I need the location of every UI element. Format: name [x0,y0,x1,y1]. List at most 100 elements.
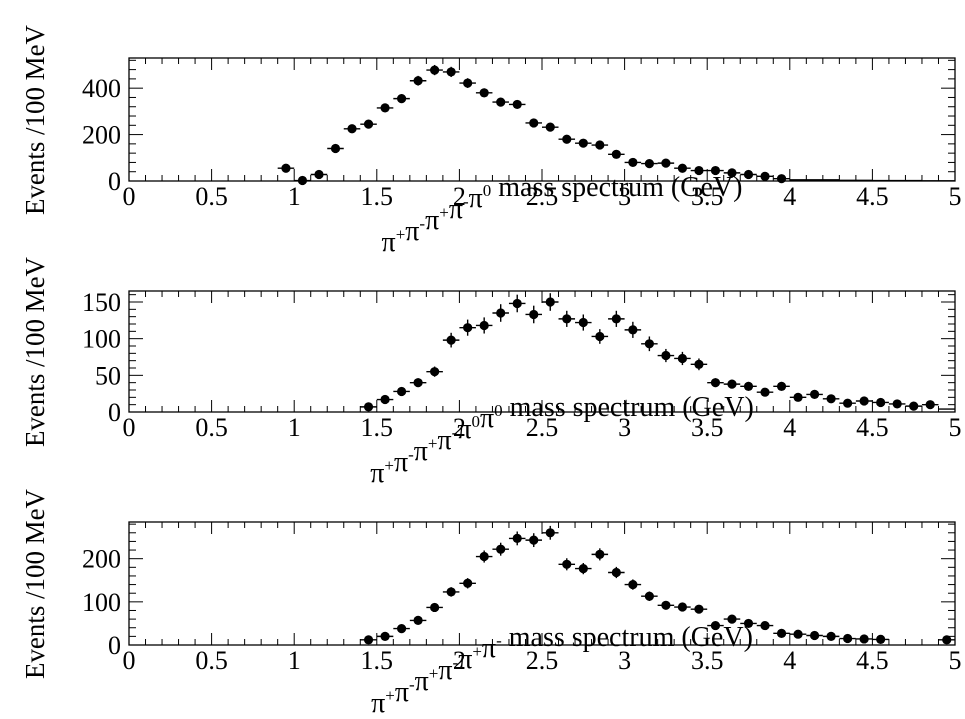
data-marker [430,65,440,75]
data-marker [595,140,605,150]
data-marker [396,94,407,104]
data-point [740,381,757,391]
data-marker [760,387,770,397]
data-marker [876,634,886,644]
x-tick-label: 1.5 [361,182,394,211]
data-point [707,165,724,176]
data-marker [661,350,671,361]
x-tick-label: 4.5 [856,646,889,675]
data-point [459,78,476,88]
data-point [657,158,675,168]
y-tick-label: 150 [82,288,121,317]
x-tick-label: 5 [949,182,962,211]
data-point [756,387,774,397]
data-marker [710,378,721,388]
data-marker [578,138,588,148]
data-marker [545,528,555,538]
data-point [409,378,427,388]
data-marker [529,535,539,545]
data-marker [809,389,820,399]
x-axis-label-superscript: 0 [471,412,480,431]
data-point [393,386,410,397]
data-marker [859,396,869,406]
data-point [542,122,559,132]
y-tick-label: 100 [82,588,121,617]
x-tick-label: 0.5 [195,413,228,442]
x-axis-label-superscript: + [472,642,482,661]
x-tick-label: 1.5 [361,413,394,442]
x-tick-label: 2 [453,182,466,211]
data-marker [413,76,423,86]
data-marker [430,367,440,377]
data-marker [628,325,638,335]
data-point [773,628,790,638]
x-axis-label-part: π [457,414,471,445]
data-marker [909,401,919,411]
x-axis-label-part: π [449,194,463,225]
data-point [591,140,609,150]
x-axis-label-superscript: - [496,631,502,650]
x-tick-label: 4.5 [856,413,889,442]
data-marker [644,339,654,349]
data-point [773,174,790,184]
x-tick-label: 3 [618,182,631,211]
data-marker [727,168,737,178]
data-marker [942,635,952,645]
x-axis-label-superscript: - [452,423,458,442]
data-point [442,66,460,78]
data-marker [776,381,787,391]
data-point [542,293,559,311]
data-point [789,629,807,639]
x-tick-label: 1 [288,182,301,211]
data-marker [925,400,935,410]
y-tick-label: 400 [82,74,121,103]
data-marker [727,614,737,624]
x-axis-label-superscript: 0 [494,401,503,420]
x-tick-label: 3 [618,646,631,675]
data-marker [430,602,440,613]
data-point [558,134,576,144]
x-axis-label-part: π [482,633,496,664]
data-point [376,394,394,405]
data-marker [843,398,853,408]
data-point [409,615,427,626]
data-marker [314,169,324,180]
data-marker [463,323,473,333]
x-axis-label-superscript: + [429,664,439,683]
data-point [442,587,460,597]
x-tick-label: 0.5 [195,182,228,211]
data-point [740,618,757,629]
x-tick-label: 4.5 [856,182,889,211]
y-tick-label: 50 [95,361,121,390]
data-marker [595,331,605,342]
y-tick-label: 0 [108,398,121,427]
x-tick-label: 0 [123,182,136,211]
data-point [657,600,675,610]
x-tick-label: 2.5 [526,182,559,211]
x-tick-label: 3.5 [691,646,724,675]
data-point [475,88,493,98]
x-axis-label: π+π-π+π-π+π- mass spectrum (GeV) [371,622,753,719]
x-tick-label: 2 [453,413,466,442]
data-marker [347,124,357,134]
data-point [558,558,576,571]
x-axis-label-part: mass spectrum (GeV) [502,622,753,653]
data-point [723,614,741,624]
data-marker [611,149,621,159]
data-point [707,378,724,388]
data-marker [727,379,737,389]
data-point [756,171,774,181]
x-axis-label-superscript: 0 [483,181,492,200]
data-point [508,99,526,110]
data-marker [677,163,688,173]
data-marker [496,308,506,318]
data-point [426,366,443,377]
x-tick-label: 2.5 [526,413,559,442]
data-point [608,310,625,327]
y-tick-label: 200 [82,121,121,150]
data-marker [677,602,688,612]
data-marker [578,564,588,574]
x-axis-label-superscript: + [428,434,438,453]
